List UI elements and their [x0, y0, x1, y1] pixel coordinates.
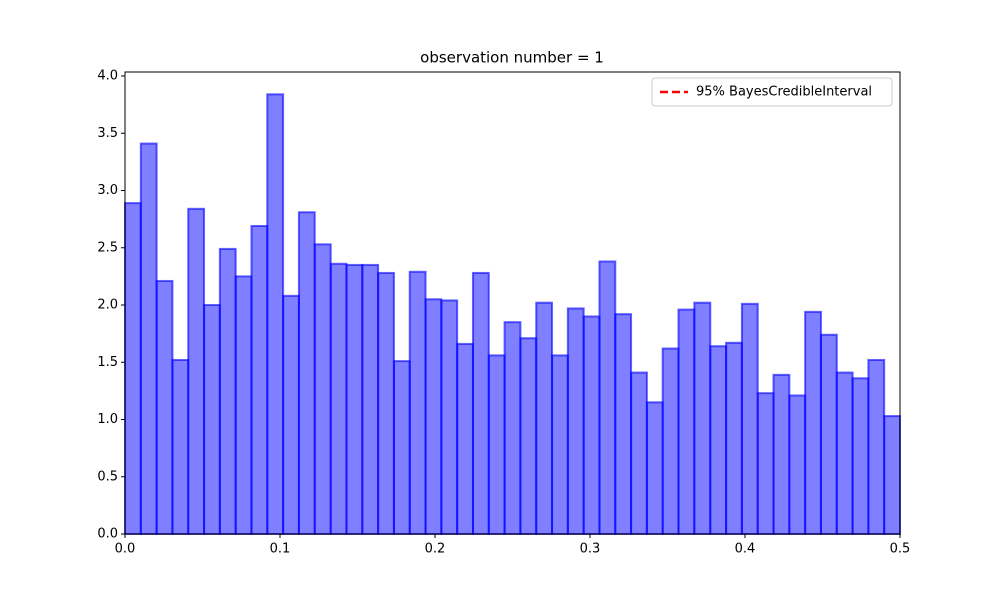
axes-frame: [124, 71, 901, 535]
x-tick-label: 0.4: [735, 542, 756, 557]
bar: [709, 345, 728, 535]
x-tick-label: 0.5: [890, 542, 911, 557]
bar: [282, 294, 300, 535]
x-tick-label: 0.2: [425, 542, 446, 557]
bar: [867, 358, 886, 535]
legend-label: 95% BayesCredibleInterval: [696, 85, 872, 100]
y-tick-label: 1.5: [97, 355, 118, 370]
y-tick-label: 1.0: [97, 412, 118, 427]
bar: [440, 299, 459, 535]
bar: [345, 263, 364, 535]
bar: [203, 304, 221, 535]
bar: [725, 341, 743, 536]
bar: [883, 415, 902, 536]
bar: [645, 401, 664, 536]
bar: [598, 260, 617, 535]
x-tick-label: 0.0: [115, 542, 136, 557]
bar: [313, 243, 332, 535]
bar: [519, 337, 538, 536]
bar: [819, 333, 838, 535]
y-tick-label: 3.0: [97, 183, 118, 198]
x-tick-label: 0.3: [580, 542, 601, 557]
bar: [171, 358, 190, 535]
bar: [756, 392, 775, 536]
bar: [250, 225, 269, 535]
y-tick-label: 3.5: [97, 126, 118, 141]
bar: [851, 377, 870, 535]
bar: [788, 394, 807, 535]
bar: [835, 371, 854, 535]
bar: [661, 347, 680, 535]
bar: [677, 308, 696, 535]
bar: [218, 247, 237, 535]
bar: [234, 275, 253, 535]
bar: [566, 307, 585, 535]
bar: [266, 93, 285, 535]
bar: [503, 321, 522, 535]
bar: [582, 315, 601, 535]
bar: [424, 298, 443, 535]
legend-box: [651, 77, 893, 107]
chart-title: observation number = 1: [420, 49, 604, 67]
bar: [155, 279, 174, 535]
bar: [535, 301, 554, 535]
bar: [456, 342, 474, 535]
bar: [471, 271, 490, 535]
x-tick-label: 0.1: [270, 542, 291, 557]
y-tick-label: 4.0: [97, 69, 118, 84]
bar: [329, 262, 348, 535]
bar: [377, 271, 395, 535]
bar: [187, 207, 206, 535]
bar: [139, 142, 158, 535]
bar: [614, 313, 633, 535]
bar: [487, 354, 506, 535]
y-tick-label: 2.5: [97, 240, 118, 255]
bar: [297, 211, 316, 535]
bar: [408, 270, 427, 535]
bar: [804, 310, 822, 535]
bar: [772, 373, 791, 536]
bar: [361, 263, 380, 535]
bar: [693, 301, 712, 535]
y-tick-label: 0.5: [97, 469, 118, 484]
bar: [740, 302, 759, 535]
bar: [392, 360, 411, 536]
y-tick-label: 0.0: [97, 527, 118, 542]
y-tick-label: 2.0: [97, 298, 118, 313]
bar: [630, 371, 648, 535]
bar: [124, 202, 142, 535]
bar: [551, 354, 569, 535]
